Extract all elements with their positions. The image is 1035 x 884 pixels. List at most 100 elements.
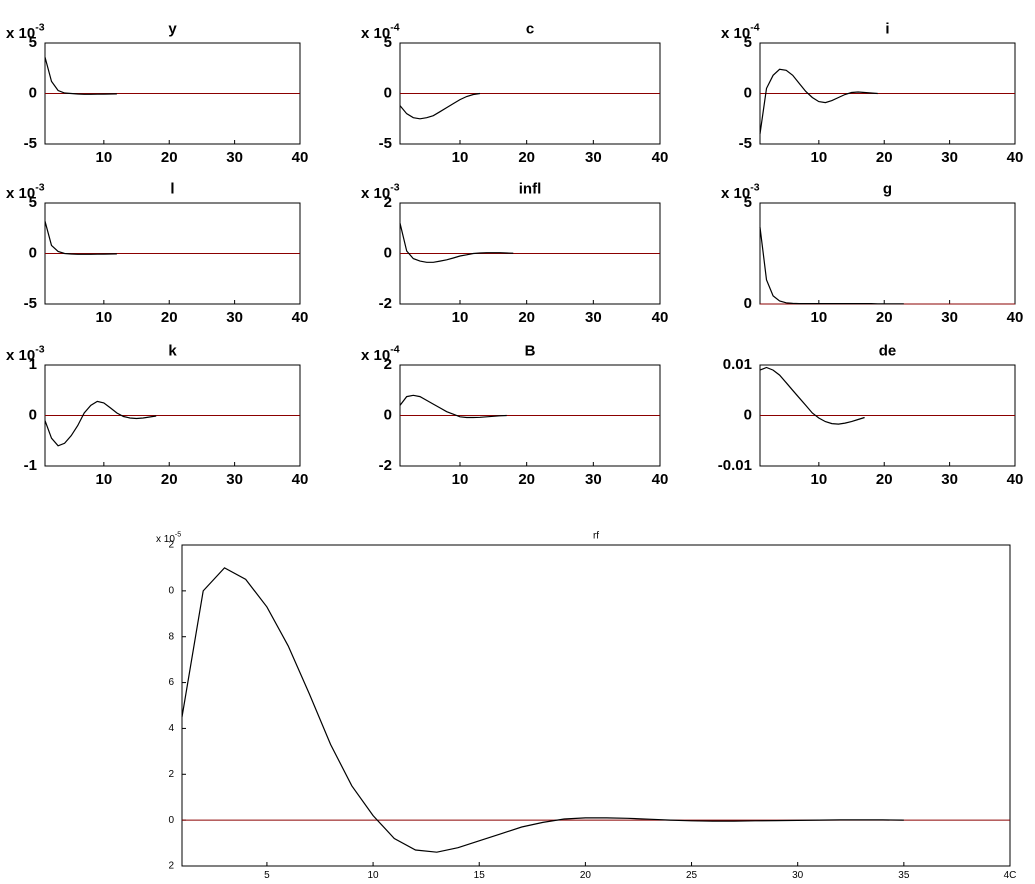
multiplier-base: x 10	[6, 347, 35, 364]
multiplier: x 10-3	[721, 181, 760, 202]
x-tick-label: 20	[161, 471, 178, 488]
chart-title: infl	[519, 180, 542, 197]
y-tick-label: 0	[168, 585, 174, 596]
x-tick-label: 20	[518, 309, 535, 326]
multiplier: x 10-3	[6, 181, 45, 202]
y-tick-label: 2	[168, 861, 174, 872]
x-tick-label: 10	[452, 471, 469, 488]
chart-title: y	[168, 20, 177, 37]
multiplier-exponent: -4	[390, 343, 399, 355]
x-tick-label: 35	[898, 870, 910, 881]
x-tick-label: 5	[264, 870, 270, 881]
multiplier-base: x 10	[6, 25, 35, 42]
multiplier-base: x 10	[156, 534, 175, 545]
x-tick-label: 30	[792, 870, 804, 881]
x-tick-label: 40	[1007, 309, 1024, 326]
multiplier-base: x 10	[361, 185, 390, 202]
x-tick-label: 10	[452, 149, 469, 166]
multiplier: x 10-3	[6, 21, 45, 42]
y-tick-label: 0	[384, 84, 392, 101]
chart-title: i	[885, 20, 889, 37]
x-tick-label: 40	[292, 149, 309, 166]
y-tick-label: 0	[744, 84, 752, 101]
y-tick-label: 0	[168, 815, 174, 826]
x-tick-label: 30	[585, 471, 602, 488]
x-tick-label: 30	[941, 309, 958, 326]
multiplier-exponent: -3	[750, 181, 759, 193]
x-tick-label: 20	[518, 471, 535, 488]
axes-box	[760, 203, 1015, 304]
x-tick-label: 15	[474, 870, 486, 881]
multiplier-exponent: -3	[390, 181, 399, 193]
x-tick-label: 20	[876, 309, 893, 326]
y-tick-label: 0.01	[723, 356, 752, 373]
x-tick-label: 40	[292, 471, 309, 488]
y-tick-label: 0	[29, 406, 37, 423]
x-tick-label: 40	[652, 471, 669, 488]
y-tick-label: 4	[168, 723, 174, 734]
x-tick-label: 10	[96, 471, 113, 488]
x-tick-label: 20	[580, 870, 592, 881]
chart-title: g	[883, 180, 892, 197]
x-tick-label: 20	[876, 471, 893, 488]
x-tick-label: 20	[876, 149, 893, 166]
y-tick-label: -5	[24, 135, 37, 152]
chart-title: k	[168, 342, 177, 359]
x-tick-label: 40	[1007, 471, 1024, 488]
x-tick-label: 4C	[1004, 870, 1017, 881]
chart-title: B	[525, 342, 536, 359]
y-tick-label: -5	[379, 135, 392, 152]
y-tick-label: 0	[744, 406, 752, 423]
y-tick-label: -5	[24, 295, 37, 312]
x-tick-label: 20	[161, 149, 178, 166]
x-tick-label: 10	[452, 309, 469, 326]
y-tick-label: 6	[168, 677, 174, 688]
multiplier: x 10-4	[721, 21, 760, 42]
x-tick-label: 10	[368, 870, 380, 881]
multiplier: x 10-4	[361, 343, 400, 364]
multiplier: x 10-4	[361, 21, 400, 42]
y-tick-label: -1	[24, 457, 37, 474]
x-tick-label: 10	[811, 149, 828, 166]
y-tick-label: 0	[384, 406, 392, 423]
y-tick-label: -0.01	[718, 457, 752, 474]
chart-title: de	[879, 342, 897, 359]
x-tick-label: 10	[96, 149, 113, 166]
multiplier-exponent: -3	[35, 181, 44, 193]
multiplier: x 10-3	[6, 343, 45, 364]
x-tick-label: 30	[585, 149, 602, 166]
y-tick-label: 0	[29, 84, 37, 101]
multiplier-base: x 10	[721, 185, 750, 202]
subplot: 5010203040gx 10-3	[721, 180, 1023, 326]
multiplier-base: x 10	[361, 347, 390, 364]
multiplier: x 10-3	[361, 181, 400, 202]
y-tick-label: -5	[739, 135, 752, 152]
multiplier-base: x 10	[721, 25, 750, 42]
x-tick-label: 10	[811, 471, 828, 488]
x-tick-label: 20	[161, 309, 178, 326]
page: 50-510203040yx 10-350-510203040cx 10-450…	[0, 0, 1035, 884]
x-tick-label: 30	[226, 471, 243, 488]
multiplier-exponent: -4	[390, 21, 399, 33]
chart-title: rf	[593, 531, 599, 542]
x-tick-label: 30	[226, 309, 243, 326]
figure: 50-510203040yx 10-350-510203040cx 10-450…	[0, 0, 1035, 884]
multiplier-base: x 10	[361, 25, 390, 42]
y-tick-label: 0	[384, 244, 392, 261]
subplot: 50-510203040cx 10-4	[361, 20, 668, 166]
x-tick-label: 30	[941, 149, 958, 166]
y-tick-label: 2	[168, 769, 174, 780]
x-tick-label: 40	[1007, 149, 1024, 166]
x-tick-label: 40	[652, 309, 669, 326]
subplot: 2086420251015202530354Crfx 10-5	[156, 531, 1016, 882]
multiplier: x 10-5	[156, 531, 181, 544]
x-tick-label: 20	[518, 149, 535, 166]
x-tick-label: 25	[686, 870, 698, 881]
y-tick-label: -2	[379, 457, 392, 474]
x-tick-label: 30	[585, 309, 602, 326]
y-tick-label: -2	[379, 295, 392, 312]
x-tick-label: 10	[811, 309, 828, 326]
multiplier-exponent: -3	[35, 343, 44, 355]
